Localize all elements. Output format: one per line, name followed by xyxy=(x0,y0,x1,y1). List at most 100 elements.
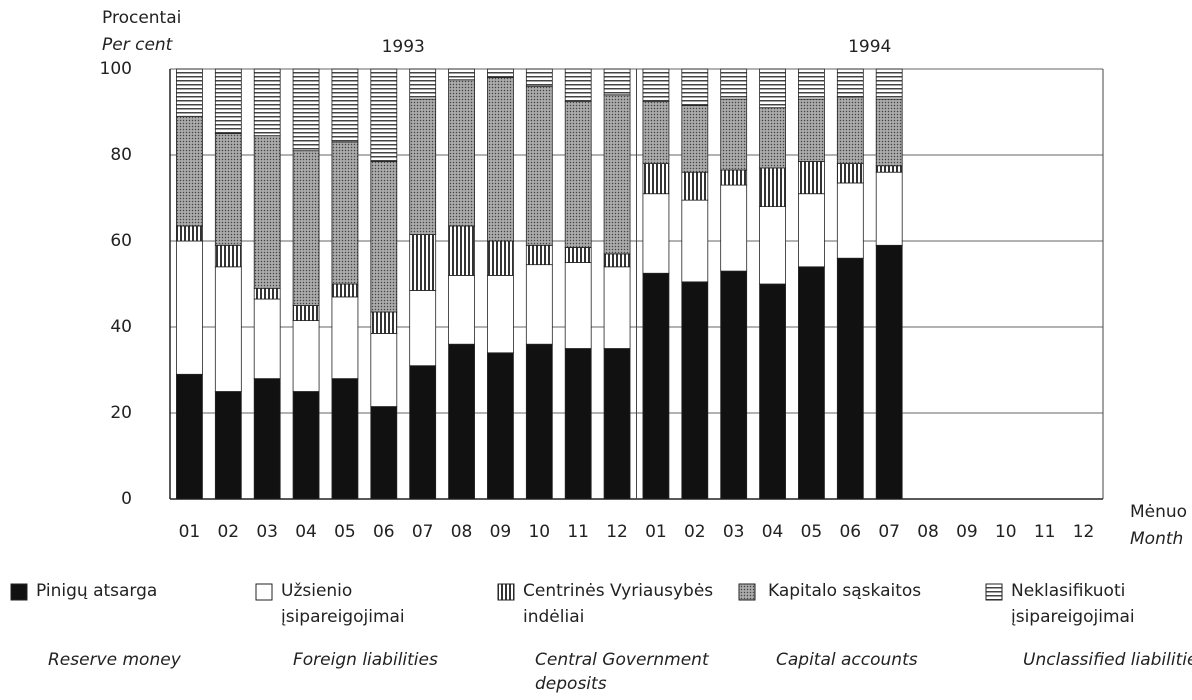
legend-label-en: Capital accounts xyxy=(776,650,918,670)
legend-label-en: Central Government deposits xyxy=(535,650,709,694)
x-tick-label: 03 xyxy=(256,522,278,542)
bar-segment xyxy=(292,150,320,306)
bar-segment xyxy=(487,77,514,242)
bar-segment xyxy=(331,68,359,143)
bar-segment xyxy=(214,266,242,392)
legend-label: Kapitalo sąskaitos xyxy=(768,581,922,601)
x-tick-label: 09 xyxy=(490,522,512,542)
legend-swatch xyxy=(255,583,273,601)
bar-segment xyxy=(409,68,437,100)
y-tick-label: 100 xyxy=(100,59,132,79)
legend-label: Centrinės Vyriausybės indėliai xyxy=(523,581,714,627)
bar-segment xyxy=(409,234,437,291)
x-tick-label: 10 xyxy=(528,522,550,542)
bar-segment xyxy=(798,193,825,268)
bar-segment xyxy=(875,98,903,167)
bar-segment xyxy=(798,266,825,500)
bar-segment xyxy=(487,274,514,354)
x-tick-label: 01 xyxy=(645,522,667,542)
bar-segment xyxy=(525,85,553,246)
x-tick-label: 04 xyxy=(295,522,317,542)
y-tick-label: 60 xyxy=(110,231,132,251)
bar-segment xyxy=(681,199,709,283)
bar-segment xyxy=(759,283,786,500)
bar-segment xyxy=(487,352,514,500)
legend-item: Pinigų atsarga Reserve money xyxy=(10,578,240,670)
y-label: Procentai xyxy=(102,8,181,28)
bar-segment xyxy=(214,244,242,268)
bar-segment xyxy=(681,68,709,106)
legend-swatch xyxy=(738,583,756,601)
year-label: 1993 xyxy=(382,37,425,57)
bar-segment xyxy=(214,391,242,500)
bar-segment xyxy=(603,253,631,268)
bar-segment xyxy=(681,171,709,201)
x-tick-label: 01 xyxy=(179,522,201,542)
bar-segment xyxy=(603,266,631,349)
legend-swatch xyxy=(985,583,1003,601)
bar-segment xyxy=(603,348,631,500)
bar-segment xyxy=(603,94,631,255)
bar-segment xyxy=(370,333,398,407)
bar-segment xyxy=(253,378,281,500)
bar-segment xyxy=(564,100,592,248)
legend: Pinigų atsarga Reserve money Užsienio įsip… xyxy=(0,578,1192,698)
bar-segment xyxy=(720,270,748,500)
bar-segment xyxy=(409,290,437,367)
x-tick-label: 08 xyxy=(917,522,939,542)
legend-item: Neklasifikuoti įsipareigojimai Unclassifi… xyxy=(985,578,1192,670)
chart: Procentai Per cent Mėnuo Month 020406080… xyxy=(100,8,1188,549)
x-tick-label: 05 xyxy=(334,522,356,542)
bar-segment xyxy=(875,68,903,100)
bar-segment xyxy=(564,262,592,349)
bar-segment xyxy=(798,98,825,162)
bar-segment xyxy=(836,163,864,184)
bar-segment xyxy=(525,68,553,87)
bar-segment xyxy=(487,68,514,79)
legend-label-en: Reserve money xyxy=(48,650,181,670)
bar-segment xyxy=(176,240,203,375)
bar-segment xyxy=(176,225,203,242)
bar-segment xyxy=(370,311,398,334)
legend-label-en: Foreign liabilities xyxy=(293,650,438,670)
bar-segment xyxy=(759,167,786,207)
bar-segment xyxy=(448,68,475,81)
bar-segment xyxy=(798,161,825,195)
bar-segment xyxy=(487,240,514,276)
bar-segment xyxy=(448,274,475,345)
bar-segment xyxy=(603,68,631,96)
x-tick-label: 03 xyxy=(723,522,745,542)
x-tick-label: 11 xyxy=(1034,522,1056,542)
bar-segment xyxy=(642,193,670,274)
x-tick-label: 06 xyxy=(839,522,861,542)
x-label-en: Month xyxy=(1130,529,1183,549)
bar-segment xyxy=(253,287,281,300)
bar-segment xyxy=(642,272,670,500)
bar-segment xyxy=(681,105,709,173)
bar-segment xyxy=(759,206,786,285)
bar-segment xyxy=(214,133,242,246)
bar-segment xyxy=(720,68,748,100)
bar-segment xyxy=(642,68,670,102)
bar-segment xyxy=(292,320,320,392)
bar-segment xyxy=(642,163,670,195)
legend-label-en: Unclassified liabilities xyxy=(1023,650,1192,670)
bar-segment xyxy=(292,391,320,500)
bar-segment xyxy=(875,244,903,500)
x-tick-label: 04 xyxy=(762,522,784,542)
legend-item: Centrinės Vyriausybės indėliai Central Go… xyxy=(497,578,767,694)
legend-item: Užsienio įsipareigojimai Foreign liabilit… xyxy=(255,578,475,670)
x-tick-label: 09 xyxy=(956,522,978,542)
legend-label: Pinigų atsarga xyxy=(36,581,158,601)
bar-segment xyxy=(798,68,825,100)
legend-swatch xyxy=(10,583,28,601)
bar-segment xyxy=(875,171,903,246)
bar-segment xyxy=(214,68,242,134)
x-label: Mėnuo xyxy=(1130,502,1187,522)
x-tick-label: 05 xyxy=(801,522,823,542)
x-tick-label: 08 xyxy=(451,522,473,542)
bar-segment xyxy=(292,68,320,152)
legend-label: Neklasifikuoti įsipareigojimai xyxy=(1011,581,1135,627)
x-tick-label: 12 xyxy=(606,522,628,542)
